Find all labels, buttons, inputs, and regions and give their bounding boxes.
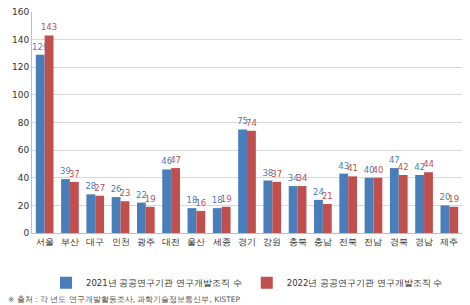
svg-text:제주: 제주: [440, 237, 458, 247]
svg-text:37: 37: [69, 169, 80, 179]
svg-text:울산: 울산: [187, 237, 205, 247]
svg-text:전북: 전북: [339, 237, 357, 247]
svg-text:세종: 세종: [213, 237, 231, 247]
svg-text:42: 42: [414, 162, 425, 172]
svg-text:서울: 서울: [36, 237, 54, 247]
svg-text:140: 140: [12, 35, 29, 45]
svg-text:20: 20: [440, 192, 451, 202]
svg-text:18: 18: [212, 195, 223, 205]
svg-text:경북: 경북: [390, 237, 408, 247]
svg-text:24: 24: [313, 187, 324, 197]
svg-text:80: 80: [18, 118, 30, 128]
svg-text:0: 0: [23, 228, 29, 238]
svg-text:27: 27: [94, 183, 105, 193]
svg-text:38: 38: [262, 168, 273, 178]
svg-text:143: 143: [41, 22, 57, 32]
svg-text:강원: 강원: [263, 237, 281, 247]
svg-text:100: 100: [12, 90, 29, 100]
svg-text:47: 47: [389, 155, 400, 165]
svg-text:28: 28: [85, 181, 96, 191]
svg-text:43: 43: [338, 161, 349, 171]
svg-text:41: 41: [347, 163, 358, 173]
svg-text:40: 40: [18, 173, 30, 183]
svg-text:인천: 인천: [112, 237, 130, 247]
svg-text:75: 75: [237, 116, 248, 126]
svg-text:경남: 경남: [415, 237, 433, 247]
svg-text:전남: 전남: [364, 237, 382, 247]
svg-text:34: 34: [288, 173, 299, 183]
svg-text:74: 74: [246, 118, 257, 128]
svg-text:34: 34: [297, 173, 308, 183]
svg-text:120: 120: [12, 62, 29, 72]
svg-text:16: 16: [195, 198, 206, 208]
svg-text:광주: 광주: [137, 237, 155, 247]
svg-text:42: 42: [398, 162, 409, 172]
svg-text:18: 18: [187, 195, 198, 205]
svg-text:2021년 공공연구기관 연구개발조직 수: 2021년 공공연구기관 연구개발조직 수: [86, 278, 242, 288]
svg-text:23: 23: [120, 188, 131, 198]
svg-text:부산: 부산: [61, 237, 79, 247]
svg-text:160: 160: [12, 7, 29, 17]
svg-text:대구: 대구: [86, 237, 104, 247]
svg-text:충북: 충북: [289, 237, 307, 247]
svg-text:40: 40: [364, 165, 375, 175]
svg-text:26: 26: [111, 184, 122, 194]
svg-text:60: 60: [18, 145, 30, 155]
svg-text:37: 37: [271, 169, 282, 179]
svg-text:44: 44: [423, 159, 434, 169]
svg-text:129: 129: [32, 42, 48, 52]
svg-text:22: 22: [136, 190, 147, 200]
svg-text:19: 19: [221, 194, 232, 204]
svg-text:40: 40: [372, 165, 383, 175]
svg-text:19: 19: [145, 194, 156, 204]
svg-text:47: 47: [170, 155, 181, 165]
svg-text:46: 46: [161, 156, 172, 166]
svg-text:충남: 충남: [314, 237, 332, 247]
svg-text:경기: 경기: [238, 237, 256, 247]
svg-text:2022년 공공연구기관 연구개발조직 수: 2022년 공공연구기관 연구개발조직 수: [287, 278, 443, 288]
svg-text:대전: 대전: [162, 237, 180, 247]
svg-text:20: 20: [18, 201, 30, 211]
svg-text:39: 39: [60, 166, 71, 176]
svg-text:21: 21: [322, 191, 333, 201]
svg-text:※ 출처 : 각 년도 연구개발활동조사, 과학기술정보통신: ※ 출처 : 각 년도 연구개발활동조사, 과학기술정보통신부, KISTEP: [8, 295, 240, 304]
svg-text:19: 19: [448, 194, 459, 204]
